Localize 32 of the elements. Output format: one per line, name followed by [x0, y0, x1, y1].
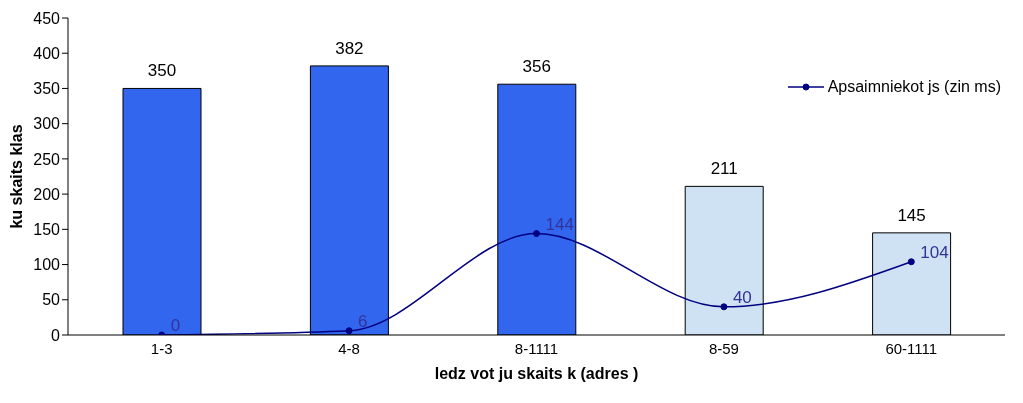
data-label: 0 [170, 316, 181, 336]
y-tick-label: 300 [33, 115, 61, 133]
y-tick-label: 200 [33, 185, 61, 203]
data-label: 145 [897, 205, 926, 225]
x-tick-label: 8-59 [708, 339, 739, 357]
y-tick-label: 50 [42, 291, 61, 309]
x-tick-label: 60-1111 [885, 339, 938, 357]
point [533, 230, 540, 238]
point [907, 258, 915, 266]
data-label: 382 [335, 38, 364, 58]
data-label: 40 [732, 288, 752, 308]
data-label: 356 [522, 57, 551, 77]
x-tick-label: 4-8 [338, 339, 360, 357]
y-tick-label: 250 [33, 150, 61, 168]
y-tick-label: 0 [51, 326, 61, 344]
y-axis-title: ku skaits klas [7, 124, 25, 229]
x-tick-label: 8-1111 [514, 339, 559, 357]
x-tick-label: 1-3 [150, 339, 173, 357]
data-label: 104 [920, 243, 949, 263]
point [720, 303, 728, 311]
y-tick-label: 350 [33, 80, 61, 98]
x-axis-title: ledz vot ju skaits k (adres ) [434, 365, 639, 382]
legend-label: Apsaimniekot js (zin ms) [827, 78, 1001, 96]
y-tick-label: 400 [33, 44, 61, 62]
y-tick-label: 100 [33, 256, 61, 274]
point [345, 327, 353, 335]
data-label: 350 [147, 61, 177, 81]
y-tick-label: 450 [33, 9, 61, 27]
y-tick-label: 150 [33, 221, 61, 239]
data-label: 144 [545, 215, 574, 235]
data-label: 6 [358, 312, 368, 332]
data-label: 211 [710, 159, 738, 179]
